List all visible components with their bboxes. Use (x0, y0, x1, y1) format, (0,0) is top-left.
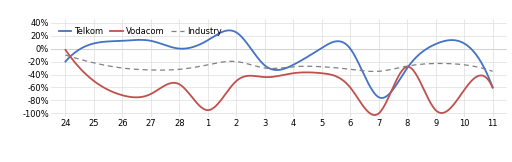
Legend: Telkom, Vodacom, Industry: Telkom, Vodacom, Industry (55, 24, 225, 39)
